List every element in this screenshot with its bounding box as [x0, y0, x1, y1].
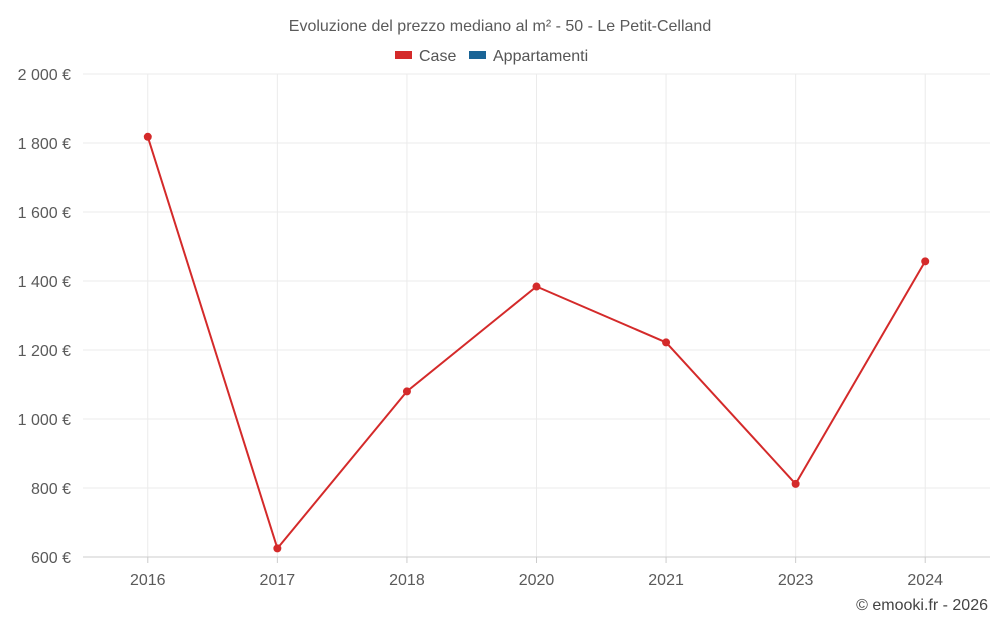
data-point[interactable] [273, 544, 282, 553]
data-point[interactable] [662, 338, 671, 347]
data-point[interactable] [143, 132, 152, 141]
credit-text: © emooki.fr - 2026 [856, 597, 988, 614]
y-tick-label: 600 € [31, 550, 71, 567]
x-tick-label: 2017 [260, 572, 296, 589]
y-tick-label: 1 200 € [18, 343, 71, 360]
x-tick-label: 2024 [907, 572, 943, 589]
data-point[interactable] [921, 257, 930, 266]
y-tick-label: 1 600 € [18, 205, 71, 222]
legend-label-appartamenti: Appartamenti [493, 48, 588, 65]
x-tick-label: 2016 [130, 572, 166, 589]
legend-item-case[interactable]: Case [395, 48, 456, 65]
series [143, 132, 930, 553]
y-tick-label: 1 400 € [18, 274, 71, 291]
legend: Case Appartamenti [395, 48, 588, 65]
x-tick-label: 2021 [648, 572, 684, 589]
x-tick-label: 2023 [778, 572, 814, 589]
legend-swatch-case [395, 51, 412, 59]
x-tick-label: 2018 [389, 572, 425, 589]
legend-label-case: Case [419, 48, 456, 65]
axes: 600 € 800 € 1 000 € 1 200 € 1 400 € 1 600 € 1 … [18, 67, 990, 589]
data-point[interactable] [791, 479, 800, 488]
legend-item-appartamenti[interactable]: Appartamenti [469, 48, 588, 65]
y-tick-label: 2 000 € [18, 67, 71, 84]
x-tick-label: 2020 [519, 572, 555, 589]
data-point[interactable] [532, 282, 541, 291]
y-tick-label: 800 € [31, 481, 71, 498]
grid [83, 73, 990, 557]
y-tick-label: 1 800 € [18, 136, 71, 153]
chart-title: Evoluzione del prezzo mediano al m² - 50… [289, 18, 711, 35]
legend-swatch-appartamenti [469, 51, 486, 59]
y-tick-label: 1 000 € [18, 412, 71, 429]
data-point[interactable] [402, 387, 411, 396]
